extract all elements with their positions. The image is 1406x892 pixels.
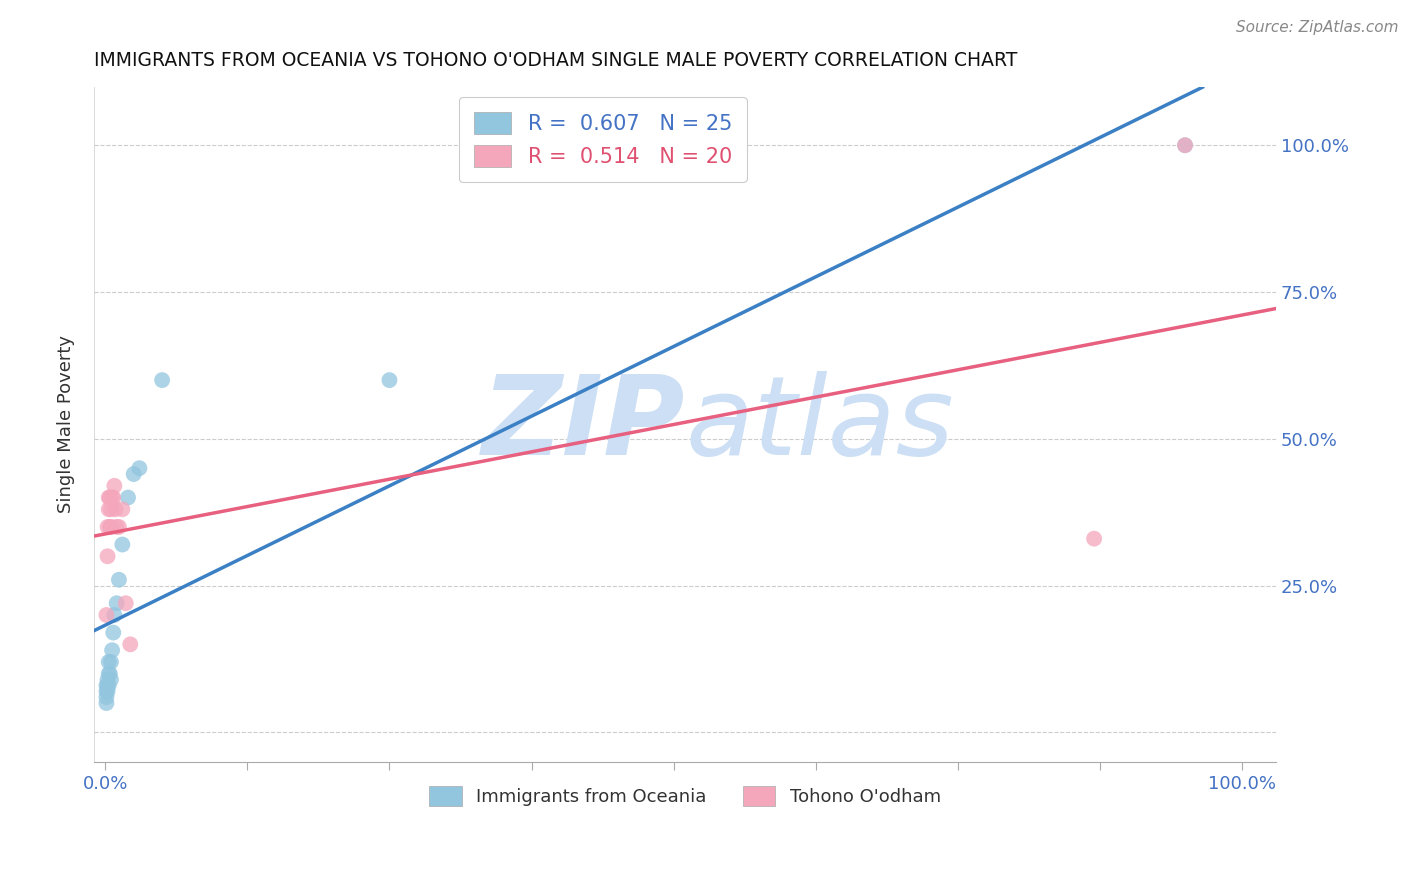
Point	[98, 666, 121, 681]
Point	[1174, 138, 1197, 153]
Point	[108, 573, 131, 587]
Point	[100, 673, 122, 687]
Point	[100, 655, 122, 669]
Point	[97, 502, 120, 516]
Point	[103, 607, 125, 622]
Point	[128, 461, 150, 475]
Point	[150, 373, 173, 387]
Point	[103, 625, 125, 640]
Point	[97, 678, 120, 692]
Point	[103, 479, 125, 493]
Point	[97, 655, 120, 669]
Point	[97, 678, 120, 692]
Point	[101, 491, 124, 505]
Point	[114, 596, 136, 610]
Point	[98, 491, 121, 505]
Point	[108, 520, 131, 534]
Point	[97, 684, 120, 698]
Point	[98, 520, 121, 534]
Text: IMMIGRANTS FROM OCEANIA VS TOHONO O'ODHAM SINGLE MALE POVERTY CORRELATION CHART: IMMIGRANTS FROM OCEANIA VS TOHONO O'ODHA…	[94, 51, 1018, 70]
Point	[105, 520, 128, 534]
Y-axis label: Single Male Poverty: Single Male Poverty	[58, 335, 75, 513]
Point	[97, 666, 120, 681]
Point	[117, 491, 139, 505]
Point	[97, 520, 120, 534]
Text: atlas: atlas	[685, 371, 953, 477]
Point	[111, 537, 134, 551]
Point	[96, 684, 118, 698]
Point	[96, 690, 118, 705]
Point	[100, 502, 122, 516]
Point	[96, 696, 118, 710]
Point	[97, 491, 120, 505]
Text: Source: ZipAtlas.com: Source: ZipAtlas.com	[1236, 20, 1399, 35]
Point	[104, 502, 127, 516]
Point	[105, 596, 128, 610]
Point	[378, 373, 401, 387]
Legend: Immigrants from Oceania, Tohono O'odham: Immigrants from Oceania, Tohono O'odham	[422, 780, 948, 814]
Text: ZIP: ZIP	[481, 371, 685, 477]
Point	[103, 491, 125, 505]
Point	[97, 673, 120, 687]
Point	[1174, 138, 1197, 153]
Point	[97, 549, 120, 564]
Point	[100, 520, 122, 534]
Point	[101, 643, 124, 657]
Point	[111, 502, 134, 516]
Point	[120, 637, 142, 651]
Point	[122, 467, 145, 481]
Point	[96, 678, 118, 692]
Point	[1083, 532, 1105, 546]
Point	[96, 607, 118, 622]
